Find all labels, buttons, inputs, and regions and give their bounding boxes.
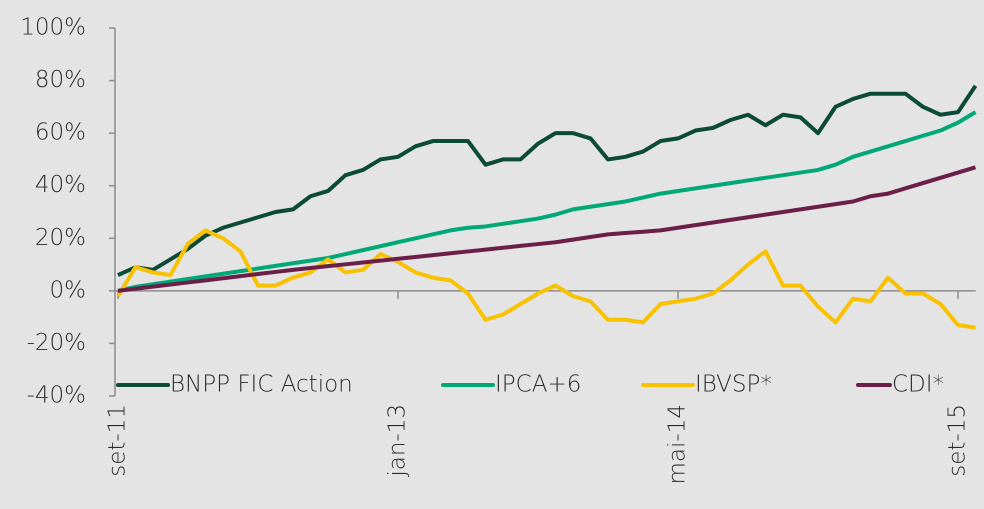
y-tick-label: -20% bbox=[27, 330, 86, 356]
series-line bbox=[117, 84, 978, 277]
y-tick-label: 60% bbox=[35, 120, 86, 146]
y-tick-label: -40% bbox=[27, 383, 86, 409]
series-line bbox=[117, 165, 977, 293]
x-tick-label: jan-13 bbox=[385, 404, 411, 478]
legend-label: IBVSP* bbox=[695, 372, 772, 398]
legend-label: CDI* bbox=[892, 372, 944, 398]
series-line bbox=[117, 110, 977, 293]
y-tick-label: 40% bbox=[35, 172, 86, 198]
x-tick-label: mai-14 bbox=[665, 404, 691, 484]
y-tick-label: 80% bbox=[35, 67, 86, 93]
x-tick-label: set-11 bbox=[105, 404, 131, 477]
y-tick-label: 20% bbox=[35, 225, 86, 251]
legend-label: BNPP FIC Action bbox=[170, 372, 353, 398]
x-tick-label: set-15 bbox=[945, 404, 971, 477]
series-line bbox=[116, 228, 976, 330]
legend-label: IPCA+6 bbox=[495, 372, 581, 398]
y-tick-label: 0% bbox=[50, 277, 87, 303]
y-tick-label: 100% bbox=[20, 15, 86, 41]
